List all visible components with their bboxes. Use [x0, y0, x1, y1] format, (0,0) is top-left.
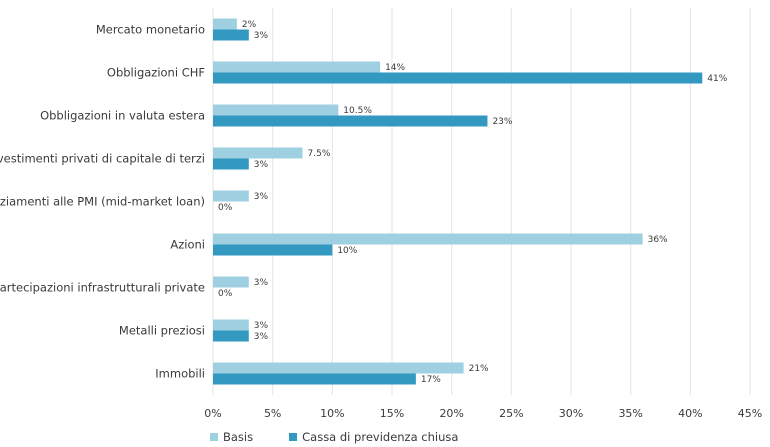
data-label: 36% — [648, 235, 668, 245]
x-tick-label: 10% — [320, 407, 344, 420]
data-label: 0% — [218, 203, 233, 213]
x-tick-label: 15% — [380, 407, 404, 420]
legend-label-cassa: Cassa di previdenza chiusa — [302, 430, 459, 444]
data-label: 3% — [254, 192, 269, 202]
data-label: 7.5% — [308, 149, 331, 159]
category-label: Mercato monetario — [96, 23, 205, 37]
category-label: Metalli preziosi — [119, 324, 205, 338]
bar — [213, 330, 249, 342]
data-label: 21% — [469, 364, 489, 374]
data-label: 17% — [421, 375, 441, 385]
bar — [213, 373, 416, 385]
data-label: 2% — [242, 20, 257, 30]
legend-label-basis: Basis — [223, 430, 254, 444]
bar — [213, 147, 303, 159]
x-tick-label: 0% — [204, 407, 221, 420]
x-tick-label: 35% — [618, 407, 642, 420]
bar — [213, 158, 249, 170]
x-tick-label: 20% — [439, 407, 463, 420]
data-label: 14% — [385, 63, 405, 73]
bar — [213, 190, 249, 202]
category-label: Obbligazioni CHF — [107, 66, 205, 80]
legend-item-basis: Basis — [210, 430, 253, 444]
bar — [213, 72, 703, 84]
bar — [213, 319, 249, 331]
category-label: Finanziamenti alle PMI (mid-market loan) — [0, 195, 205, 209]
data-label: 3% — [254, 332, 269, 342]
data-label: 3% — [254, 160, 269, 170]
legend-item-cassa: Cassa di previdenza chiusa — [289, 430, 458, 444]
data-label: 10% — [337, 246, 357, 256]
data-label: 3% — [254, 31, 269, 41]
chart-legend: Basis Cassa di previdenza chiusa — [210, 430, 458, 444]
bar — [213, 18, 237, 30]
category-label: Immobili — [155, 367, 205, 381]
x-tick-label: 30% — [559, 407, 583, 420]
bar — [213, 276, 249, 288]
x-tick-label: 45% — [738, 407, 762, 420]
bar — [213, 29, 249, 41]
data-label: 10.5% — [343, 106, 372, 116]
bar — [213, 233, 643, 245]
bar — [213, 244, 333, 256]
legend-swatch-basis — [210, 433, 218, 441]
data-label: 3% — [254, 321, 269, 331]
bar — [213, 115, 488, 127]
data-label: 41% — [707, 74, 727, 84]
x-tick-label: 25% — [499, 407, 523, 420]
category-label: Azioni — [170, 238, 205, 252]
category-label: Obbligazioni in valuta estera — [40, 109, 205, 123]
data-label: 23% — [492, 117, 512, 127]
x-tick-label: 5% — [264, 407, 281, 420]
x-tick-label: 40% — [678, 407, 702, 420]
bar — [213, 362, 464, 374]
data-label: 0% — [218, 289, 233, 299]
bar — [213, 104, 339, 116]
legend-swatch-cassa — [289, 433, 298, 441]
bar — [213, 61, 381, 73]
category-label: Investimenti privati di capitale di terz… — [0, 152, 205, 166]
data-label: 3% — [254, 278, 269, 288]
category-label: Partecipazioni infrastrutturali private — [0, 281, 205, 295]
